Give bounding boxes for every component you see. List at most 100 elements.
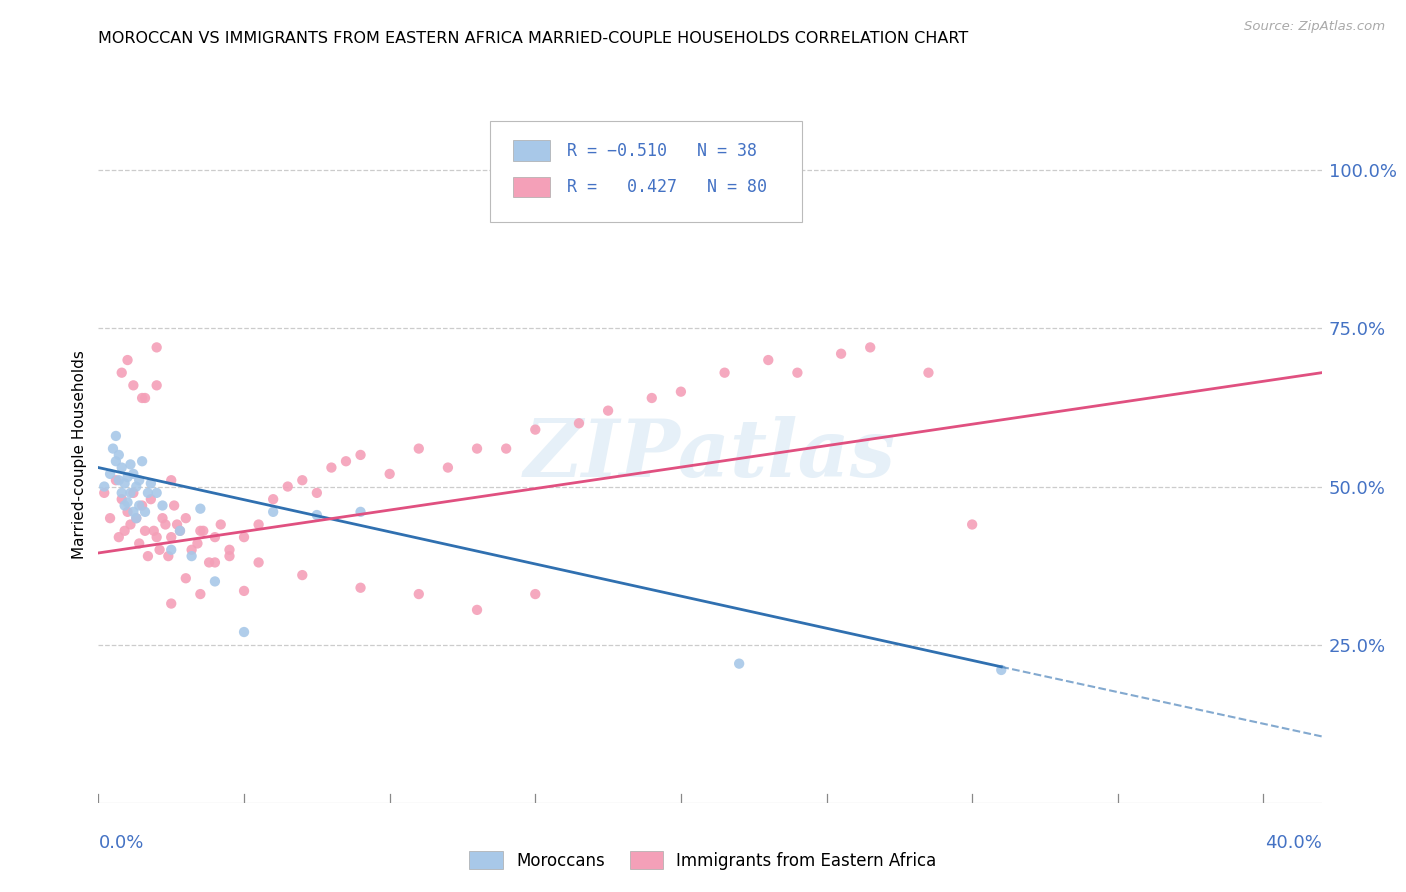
Point [349, 581, 371, 595]
Point [378, 467, 401, 481]
Point [917, 366, 939, 380]
Text: ZIPatlas: ZIPatlas [524, 417, 896, 493]
Point [104, 429, 127, 443]
Point [174, 511, 197, 525]
Point [408, 442, 430, 456]
Point [169, 524, 191, 538]
Point [247, 556, 270, 570]
Point [209, 517, 232, 532]
Point [163, 499, 186, 513]
Text: MOROCCAN VS IMMIGRANTS FROM EASTERN AFRICA MARRIED-COUPLE HOUSEHOLDS CORRELATION: MOROCCAN VS IMMIGRANTS FROM EASTERN AFRI… [98, 31, 969, 46]
Point [349, 448, 371, 462]
Point [786, 366, 808, 380]
Point [756, 353, 779, 368]
Point [669, 384, 692, 399]
Point [233, 625, 256, 640]
Point [218, 542, 240, 557]
Point [111, 492, 134, 507]
Point [142, 524, 165, 538]
Point [262, 492, 284, 507]
Point [568, 417, 591, 431]
Point [335, 454, 357, 468]
Point [145, 486, 167, 500]
Point [198, 556, 221, 570]
Point [465, 442, 488, 456]
Point [524, 423, 547, 437]
Point [145, 340, 167, 354]
Point [122, 467, 145, 481]
Point [125, 511, 148, 525]
Point [104, 473, 127, 487]
Point [114, 499, 136, 513]
Point [101, 442, 124, 456]
Point [108, 448, 131, 462]
Point [145, 378, 167, 392]
Legend: Moroccans, Immigrants from Eastern Africa: Moroccans, Immigrants from Eastern Afric… [463, 845, 943, 877]
Point [524, 587, 547, 601]
Point [152, 511, 174, 525]
Point [145, 530, 167, 544]
Point [120, 517, 142, 532]
Point [104, 454, 127, 468]
Point [117, 495, 139, 509]
Point [596, 403, 619, 417]
Point [188, 501, 212, 516]
Point [139, 492, 162, 507]
Text: Source: ZipAtlas.com: Source: ZipAtlas.com [1244, 20, 1385, 33]
Point [437, 460, 460, 475]
Point [305, 486, 328, 500]
Point [155, 517, 177, 532]
Text: R =   0.427   N = 80: R = 0.427 N = 80 [567, 178, 766, 196]
Point [117, 353, 139, 368]
Point [120, 458, 142, 472]
Y-axis label: Married-couple Households: Married-couple Households [72, 351, 87, 559]
Point [120, 486, 142, 500]
Point [166, 517, 188, 532]
Point [108, 473, 131, 487]
Point [990, 663, 1012, 677]
Point [188, 587, 212, 601]
Point [122, 378, 145, 392]
Point [93, 479, 115, 493]
Point [713, 366, 735, 380]
Point [728, 657, 751, 671]
Point [128, 499, 150, 513]
Point [122, 486, 145, 500]
Point [117, 505, 139, 519]
Point [193, 524, 215, 538]
Point [136, 549, 159, 563]
Point [131, 391, 153, 405]
Point [134, 524, 156, 538]
Point [859, 340, 882, 354]
Point [125, 511, 148, 525]
Text: R = −0.510   N = 38: R = −0.510 N = 38 [567, 142, 756, 160]
Text: 0.0%: 0.0% [98, 834, 143, 852]
Point [641, 391, 664, 405]
Point [157, 549, 180, 563]
Point [186, 536, 208, 550]
Point [98, 511, 121, 525]
Point [305, 508, 328, 522]
FancyBboxPatch shape [513, 140, 550, 161]
Point [111, 460, 134, 475]
Point [174, 571, 197, 585]
Point [204, 530, 226, 544]
Point [117, 470, 139, 484]
Point [128, 473, 150, 487]
Point [98, 467, 121, 481]
Point [960, 517, 983, 532]
Point [128, 536, 150, 550]
Point [160, 473, 183, 487]
Point [180, 542, 202, 557]
Point [93, 486, 115, 500]
Point [134, 505, 156, 519]
Point [149, 542, 172, 557]
Point [160, 530, 183, 544]
Point [830, 347, 852, 361]
Point [136, 486, 159, 500]
Point [218, 549, 240, 563]
Point [321, 460, 343, 475]
Point [125, 479, 148, 493]
Text: 40.0%: 40.0% [1265, 834, 1322, 852]
Point [160, 597, 183, 611]
